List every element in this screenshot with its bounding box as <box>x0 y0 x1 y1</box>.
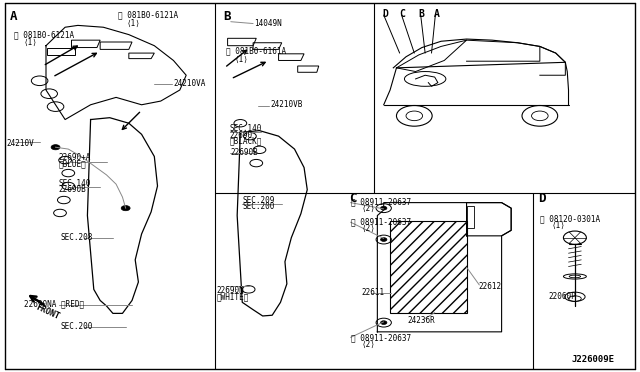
Text: ⟨2⟩: ⟨2⟩ <box>362 203 375 213</box>
Text: D: D <box>383 9 388 19</box>
Text: 22690B: 22690B <box>231 148 259 157</box>
Text: Ⓝ 08911-20637: Ⓝ 08911-20637 <box>351 217 411 226</box>
Text: 22060P: 22060P <box>548 292 576 301</box>
Text: 22690NA 〈RED〉: 22690NA 〈RED〉 <box>24 300 84 309</box>
Text: 22690+A: 22690+A <box>59 153 91 162</box>
Text: B: B <box>223 10 230 23</box>
Text: Ⓑ 081B0-6121A: Ⓑ 081B0-6121A <box>118 10 178 20</box>
Text: C: C <box>349 192 356 205</box>
Circle shape <box>381 238 387 241</box>
Text: 24236R: 24236R <box>408 315 436 324</box>
Text: 24210V: 24210V <box>6 139 34 148</box>
Circle shape <box>51 145 60 150</box>
Text: 24210VB: 24210VB <box>270 100 303 109</box>
Text: J226009E: J226009E <box>572 355 614 364</box>
Text: Ⓝ 08911-20637: Ⓝ 08911-20637 <box>351 333 411 342</box>
Bar <box>390 221 467 313</box>
Text: SEC.140: SEC.140 <box>230 124 262 133</box>
Text: 24210VA: 24210VA <box>173 79 206 88</box>
Bar <box>467 206 474 228</box>
Text: 〈WHITE〉: 〈WHITE〉 <box>217 292 249 301</box>
Text: 22612: 22612 <box>478 282 501 291</box>
Text: 22611: 22611 <box>362 288 385 297</box>
Text: A: A <box>10 10 17 23</box>
Text: 〈BLUE〉: 〈BLUE〉 <box>59 159 86 169</box>
Text: 22690B: 22690B <box>59 185 86 194</box>
Text: B: B <box>419 9 425 19</box>
Text: ⟨1⟩: ⟨1⟩ <box>235 55 248 64</box>
Text: SEC.208: SEC.208 <box>61 233 93 242</box>
Text: SEC.200: SEC.200 <box>243 202 275 211</box>
Circle shape <box>381 321 387 324</box>
Text: 22690N: 22690N <box>217 286 244 295</box>
Text: SEC.200: SEC.200 <box>61 322 93 331</box>
Text: ⟨2⟩: ⟨2⟩ <box>362 340 375 349</box>
Text: Ⓝ 08911-20637: Ⓝ 08911-20637 <box>351 197 411 206</box>
Text: 14049N: 14049N <box>254 19 282 28</box>
Text: C: C <box>399 9 406 19</box>
Text: SEC.209: SEC.209 <box>243 196 275 205</box>
Text: SEC.140: SEC.140 <box>59 179 91 187</box>
Text: FRONT: FRONT <box>35 303 61 322</box>
Circle shape <box>121 206 130 211</box>
Circle shape <box>381 206 387 210</box>
Text: 22690: 22690 <box>230 131 253 140</box>
Text: ⟨2⟩: ⟨2⟩ <box>362 224 375 232</box>
Text: ⟨1⟩: ⟨1⟩ <box>551 221 565 230</box>
Text: A: A <box>433 9 439 19</box>
Text: ⟨1⟩: ⟨1⟩ <box>127 19 141 28</box>
Text: ⒳ 081B0-6161A: ⒳ 081B0-6161A <box>226 47 286 56</box>
Text: 〈BLACK〉: 〈BLACK〉 <box>230 137 262 145</box>
Text: D: D <box>539 192 546 205</box>
Text: ⟨1⟩: ⟨1⟩ <box>23 38 37 47</box>
Text: Ⓣ 08120-0301A: Ⓣ 08120-0301A <box>540 214 600 223</box>
Text: Ⓑ 081B0-6121A: Ⓑ 081B0-6121A <box>14 30 74 39</box>
